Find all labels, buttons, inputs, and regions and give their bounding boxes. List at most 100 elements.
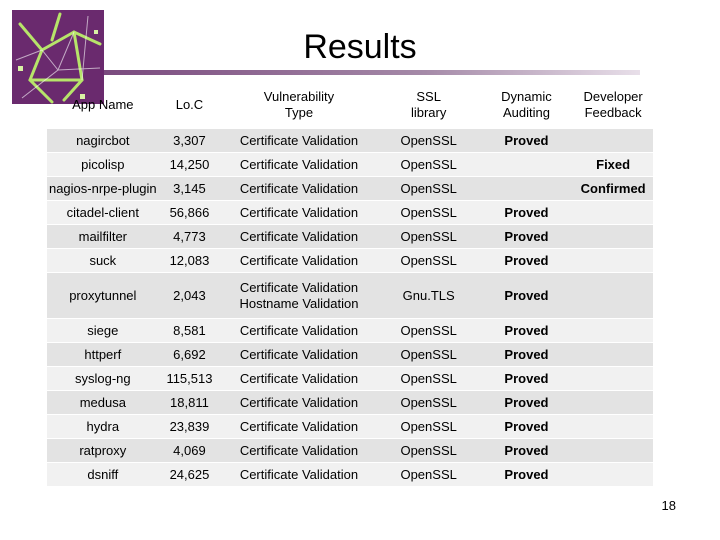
cell-dynamic-auditing: Proved (479, 248, 574, 273)
cell-dynamic-auditing (479, 152, 574, 177)
cell-ssl-library: OpenSSL (377, 248, 480, 273)
cell-app-name: ratproxy (47, 438, 159, 463)
vulnerability-line: Certificate Validation (239, 279, 359, 295)
cell-loc: 3,307 (158, 128, 221, 153)
cell-dynamic-auditing: Proved (479, 342, 574, 367)
cell-developer-feedback (573, 318, 653, 343)
cell-developer-feedback (573, 342, 653, 367)
header-vulnerability-type: Vulnerability Type (220, 82, 378, 129)
cell-dynamic-auditing: Proved (479, 200, 574, 225)
cell-vulnerability-type: Certificate Validation (220, 224, 378, 249)
vulnerability-line: Certificate Validation (239, 346, 359, 362)
vulnerability-line: Certificate Validation (239, 442, 359, 458)
cell-developer-feedback (573, 128, 653, 153)
table-row: httperf 6,692 Certificate Validation OpenSS… (47, 342, 653, 367)
cell-developer-feedback (573, 390, 653, 415)
cell-app-name: dsniff (47, 462, 159, 487)
cell-dynamic-auditing: Proved (479, 272, 574, 319)
header-text-line: Lo.C (175, 97, 204, 112)
cell-loc: 56,866 (158, 200, 221, 225)
cell-loc: 8,581 (158, 318, 221, 343)
cell-app-name: proxytunnel (47, 272, 159, 319)
cell-ssl-library: OpenSSL (377, 390, 480, 415)
cell-dynamic-auditing: Proved (479, 462, 574, 487)
cell-vulnerability-type: Certificate Validation (220, 152, 378, 177)
cell-loc: 4,773 (158, 224, 221, 249)
cell-app-name: citadel-client (47, 200, 159, 225)
header-developer-feedback: Developer Feedback (573, 82, 653, 129)
table-row: ratproxy 4,069 Certificate Validation OpenS… (47, 438, 653, 463)
cell-dynamic-auditing: Proved (479, 366, 574, 391)
cell-ssl-library: OpenSSL (377, 318, 480, 343)
cell-ssl-library: OpenSSL (377, 342, 480, 367)
cell-dynamic-auditing: Proved (479, 438, 574, 463)
cell-developer-feedback: Fixed (573, 152, 653, 177)
page-number: 18 (661, 498, 676, 513)
cell-vulnerability-type: Certificate Validation (220, 318, 378, 343)
cell-dynamic-auditing: Proved (479, 128, 574, 153)
table-row: syslog-ng 115,513 Certificate Validation Op… (47, 366, 653, 391)
header-ssl-library: SSL library (377, 82, 480, 129)
cell-app-name: picolisp (47, 152, 159, 177)
cell-dynamic-auditing: Proved (479, 414, 574, 439)
header-text-line: Type (284, 105, 314, 120)
cell-loc: 6,692 (158, 342, 221, 367)
cell-vulnerability-type: Certificate Validation (220, 342, 378, 367)
cell-dynamic-auditing: Proved (479, 224, 574, 249)
cell-ssl-library: OpenSSL (377, 152, 480, 177)
vulnerability-line: Hostname Validation (239, 295, 359, 311)
cell-vulnerability-type: Certificate Validation (220, 414, 378, 439)
cell-loc: 115,513 (158, 366, 221, 391)
table-row: nagircbot 3,307 Certificate Validation Open… (47, 128, 653, 153)
cell-developer-feedback (573, 366, 653, 391)
cell-ssl-library: OpenSSL (377, 366, 480, 391)
cell-vulnerability-type: Certificate Validation (220, 438, 378, 463)
table-row: mailfilter 4,773 Certificate Validation Ope… (47, 224, 653, 249)
cell-vulnerability-type: Certificate Validation (220, 366, 378, 391)
cell-loc: 24,625 (158, 462, 221, 487)
table-row: dsniff 24,625 Certificate Validation OpenSS… (47, 462, 653, 487)
header-text-line: Feedback (584, 105, 642, 120)
cell-loc: 23,839 (158, 414, 221, 439)
vulnerability-line: Certificate Validation (239, 322, 359, 338)
vulnerability-line: Certificate Validation (239, 204, 359, 220)
header-text-line: library (410, 105, 447, 120)
vulnerability-line: Certificate Validation (239, 418, 359, 434)
cell-app-name: medusa (47, 390, 159, 415)
cell-ssl-library: OpenSSL (377, 128, 480, 153)
cell-developer-feedback (573, 438, 653, 463)
header-text-line: SSL (416, 89, 441, 104)
cell-ssl-library: OpenSSL (377, 200, 480, 225)
table-row: siege 8,581 Certificate Validation OpenSSL P… (47, 318, 653, 343)
vulnerability-line: Certificate Validation (239, 180, 359, 196)
header-text-line: Auditing (502, 105, 550, 120)
cell-loc: 18,811 (158, 390, 221, 415)
vulnerability-line: Certificate Validation (239, 156, 359, 172)
cell-ssl-library: OpenSSL (377, 176, 480, 201)
cell-ssl-library: OpenSSL (377, 414, 480, 439)
cell-loc: 14,250 (158, 152, 221, 177)
header-app-name: App Name (47, 82, 159, 129)
cell-developer-feedback (573, 224, 653, 249)
cell-loc: 4,069 (158, 438, 221, 463)
cell-developer-feedback (573, 272, 653, 319)
title-underline (104, 70, 640, 75)
cell-vulnerability-type: Certificate Validation (220, 390, 378, 415)
page-title: Results (303, 28, 417, 66)
cell-vulnerability-type: Certificate Validation (220, 462, 378, 487)
cell-vulnerability-type: Certificate Validation Hostname Validatio… (220, 272, 378, 319)
cell-ssl-library: OpenSSL (377, 438, 480, 463)
table-row: citadel-client 56,866 Certificate Validati… (47, 200, 653, 225)
cell-vulnerability-type: Certificate Validation (220, 200, 378, 225)
cell-vulnerability-type: Certificate Validation (220, 176, 378, 201)
header-text-line: App Name (72, 97, 134, 112)
cell-app-name: syslog-ng (47, 366, 159, 391)
cell-developer-feedback: Confirmed (573, 176, 653, 201)
header-dynamic-auditing: Dynamic Auditing (479, 82, 574, 129)
cell-ssl-library: Gnu.TLS (377, 272, 480, 319)
cell-loc: 12,083 (158, 248, 221, 273)
vulnerability-line: Certificate Validation (239, 466, 359, 482)
cell-app-name: siege (47, 318, 159, 343)
cell-developer-feedback (573, 200, 653, 225)
table-row: hydra 23,839 Certificate Validation OpenSSL… (47, 414, 653, 439)
